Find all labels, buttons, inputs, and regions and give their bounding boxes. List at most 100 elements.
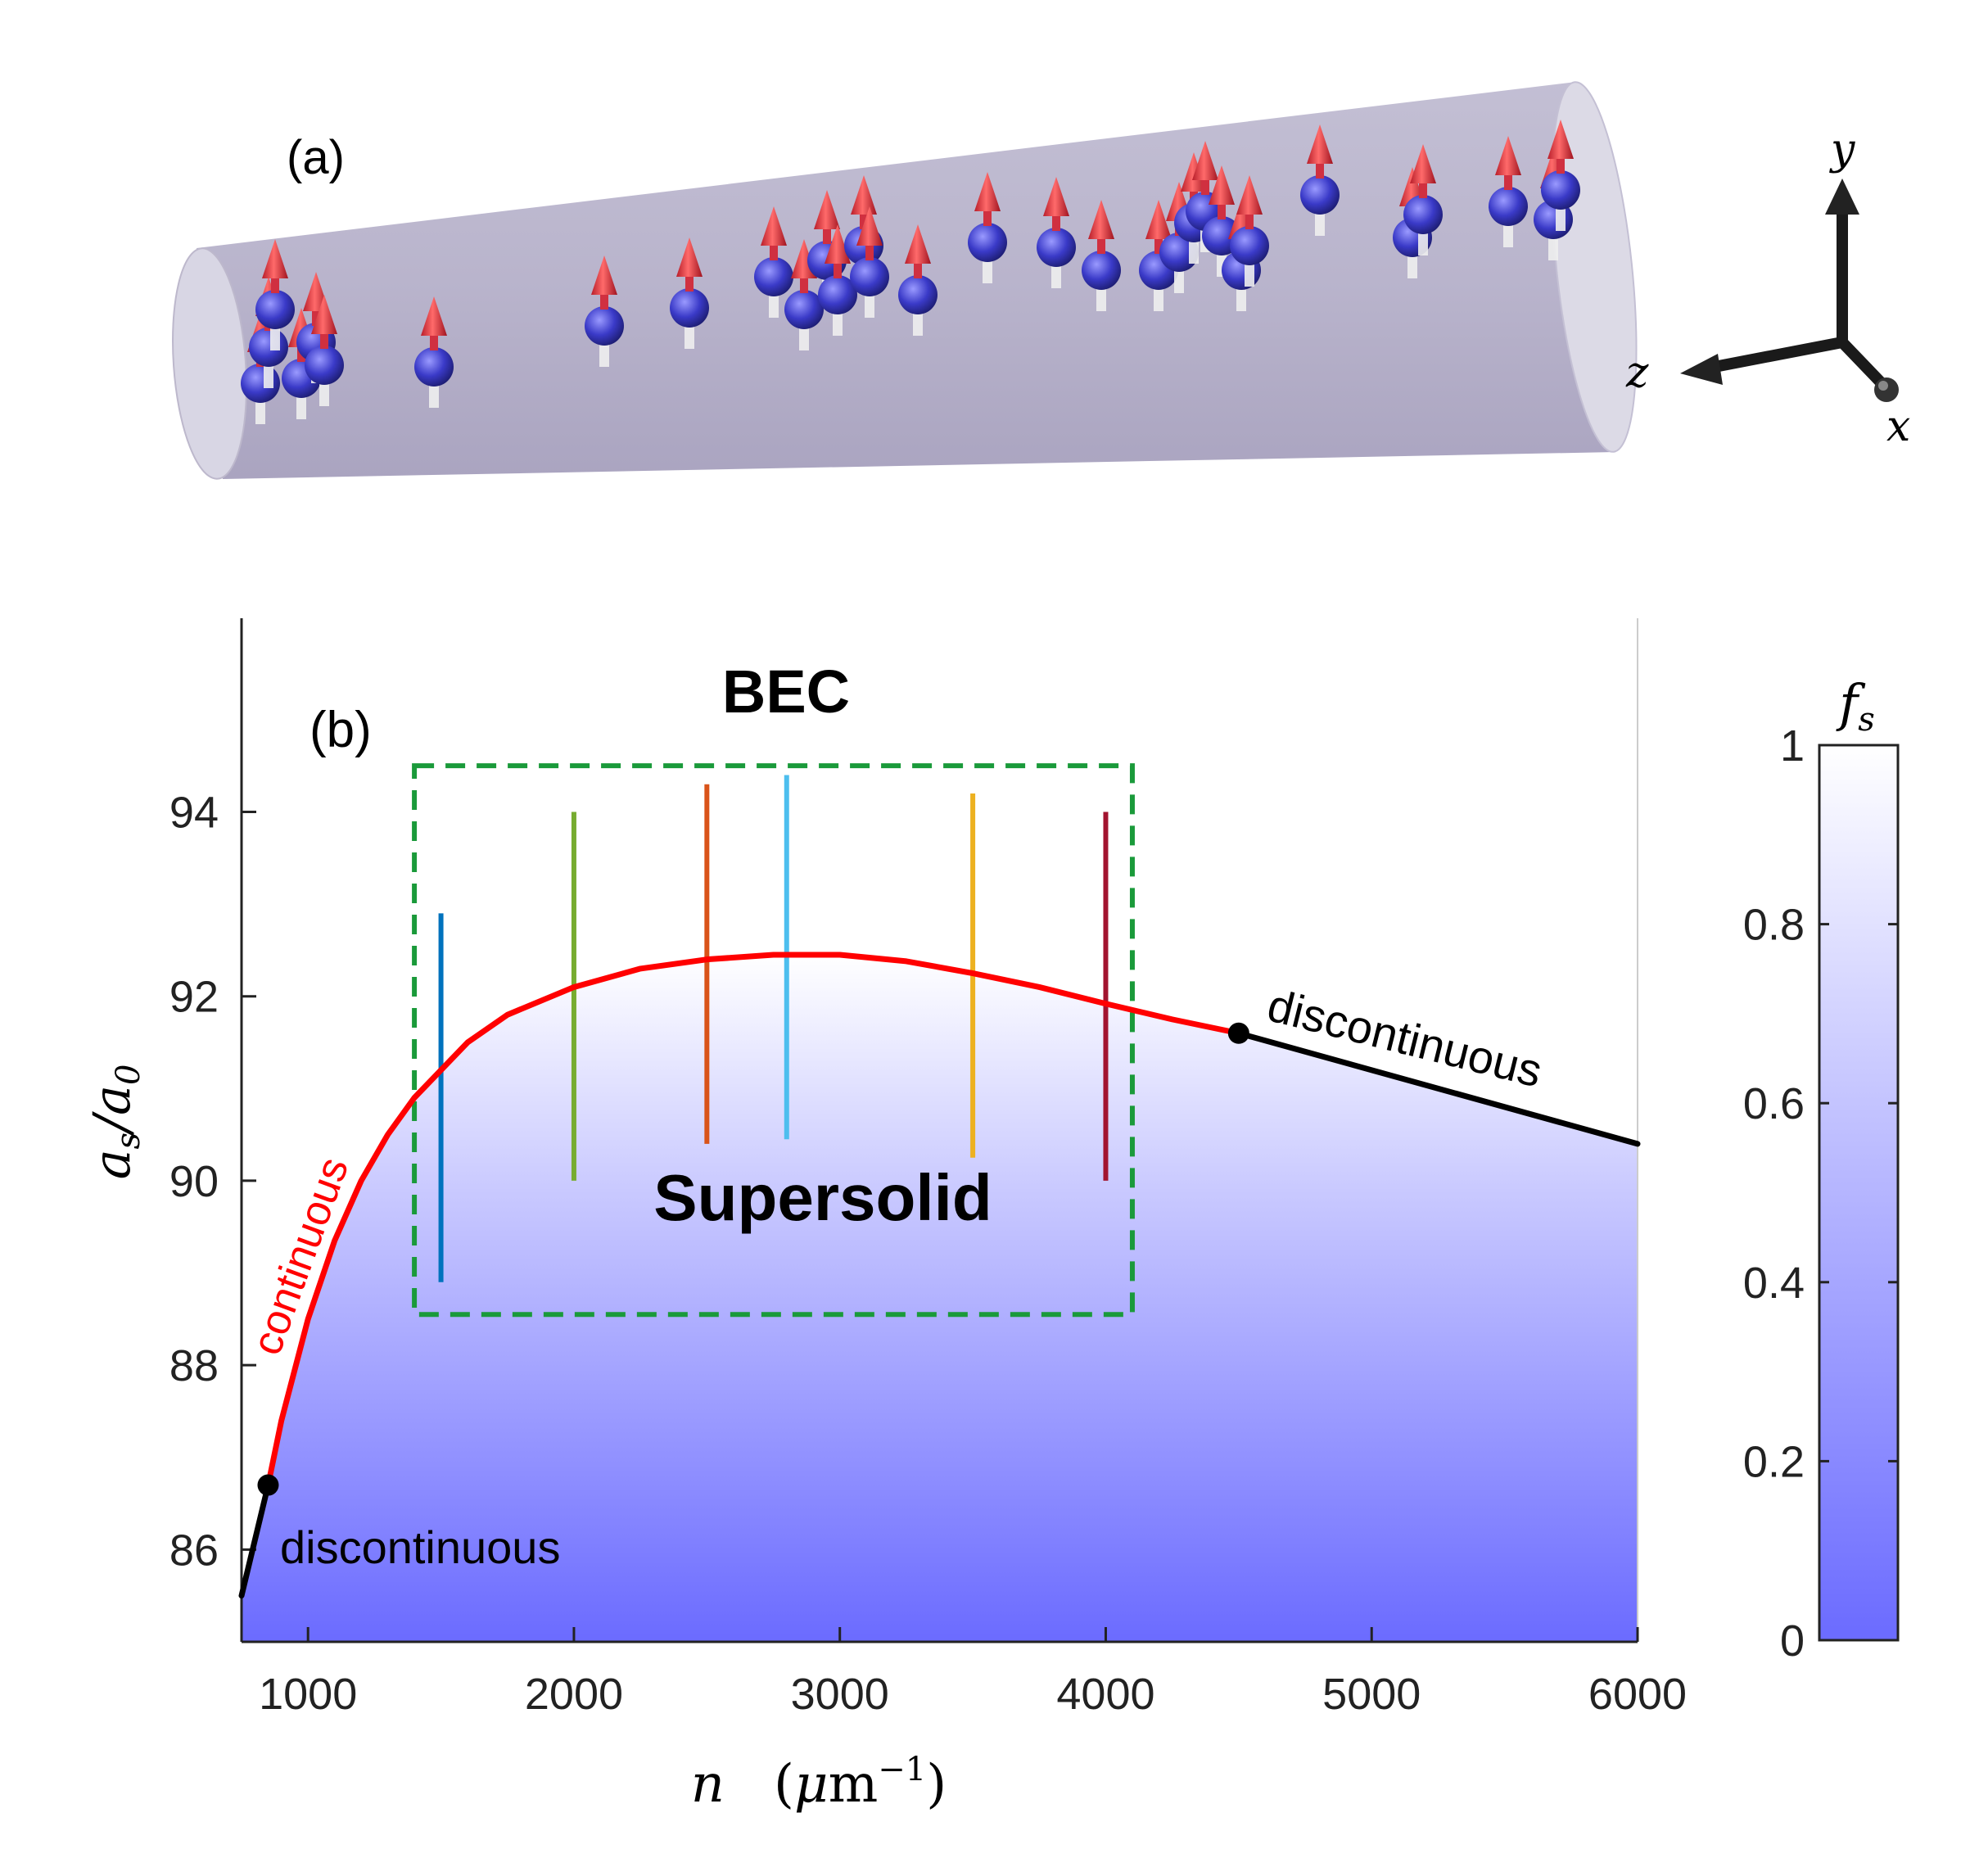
dipole-arrow [1307, 124, 1333, 164]
dipole-stem [1316, 160, 1324, 179]
atom-sphere [1082, 251, 1121, 290]
atom-tail [1556, 205, 1566, 231]
colorbar-tick-label: 0.8 [1743, 901, 1805, 950]
dipole-arrow [1495, 136, 1521, 175]
dipole-arrow [1209, 165, 1235, 205]
atom-sphere [414, 347, 454, 387]
atom-tail [1315, 210, 1325, 236]
dipole-arrow [591, 255, 617, 295]
atom-sphere [818, 275, 857, 314]
dipole-arrow [1236, 175, 1263, 215]
atom-sphere [249, 328, 288, 367]
atom-sphere [585, 306, 624, 346]
dipole-stem [1154, 236, 1163, 254]
dipole-stem [800, 275, 808, 293]
atom-sphere [1230, 226, 1269, 265]
y-tick-label: 86 [169, 1526, 219, 1575]
dipole-arrow [974, 172, 1001, 211]
atom-sphere [1489, 187, 1528, 226]
atom-tail [1189, 237, 1199, 264]
axis-label-y: y [1829, 125, 1855, 174]
x-tick-label: 3000 [791, 1670, 889, 1719]
dipole-stem [770, 242, 778, 260]
dipole-stem [1504, 172, 1512, 190]
y-tick-label: 92 [169, 973, 219, 1022]
atom-tail [983, 257, 992, 283]
dipole-stem [983, 208, 992, 226]
atom-6 [305, 295, 344, 406]
atom-sphere [1300, 175, 1340, 215]
atom-13 [818, 224, 857, 336]
dipole-arrow [1043, 177, 1069, 216]
atom-sphere [670, 288, 709, 328]
discontinuous-line-high [1236, 1030, 1641, 1147]
discontinuous-low-label: discontinuous [280, 1521, 560, 1573]
colorbar-tick-label: 0 [1780, 1616, 1805, 1666]
atom-3 [255, 239, 295, 350]
dipole-stem [1218, 201, 1226, 219]
atom-tail [296, 393, 306, 419]
supersolid-label: Supersolid [653, 1161, 992, 1234]
dipole-stem [685, 274, 694, 292]
y-tick-label: 88 [169, 1341, 219, 1390]
x-tick-label: 5000 [1322, 1670, 1421, 1719]
y-ticks: 86 88 90 92 94 [169, 788, 256, 1575]
atom-17 [968, 172, 1007, 283]
cylinder-with-dipole-atoms-icon [172, 81, 1638, 480]
dipole-stem [1245, 211, 1254, 229]
dipole-arrow [905, 224, 931, 264]
atom-sphere [968, 223, 1007, 262]
atom-tail [1407, 252, 1417, 278]
axes-frame [240, 618, 1638, 1643]
y-axis-label: as/a0 [82, 1065, 147, 1180]
dipole-arrow [856, 206, 883, 246]
atom-29 [1403, 144, 1443, 255]
dipole-arrow [1192, 141, 1218, 180]
atom-sphere [305, 346, 344, 385]
atom-8 [585, 255, 624, 367]
atom-tail [1096, 285, 1106, 311]
atom-30 [1489, 136, 1528, 247]
phase-boundary-lines [238, 952, 1641, 1599]
dipole-arrow [825, 224, 851, 264]
axis-label-z: z [1625, 348, 1649, 397]
dipole-stem [860, 211, 868, 229]
dipole-stem [312, 308, 320, 326]
continuous-line [264, 952, 1242, 1489]
atom-19 [1082, 200, 1121, 311]
dipole-stem [914, 260, 922, 278]
atom-27 [1300, 124, 1340, 236]
colorbar-label: fs [1836, 673, 1874, 739]
atom-tail [264, 362, 273, 388]
colorbar-ticks: 0 0.2 0.4 0.6 0.8 1 [1743, 721, 1898, 1666]
atom-tail [270, 324, 280, 350]
dipole-stem [823, 226, 831, 244]
bec-label: BEC [722, 658, 850, 726]
dipole-stem [1557, 156, 1565, 174]
dipole-arrow [1145, 200, 1172, 239]
panel-a-label: (a) [287, 131, 345, 184]
dipole-stem [1419, 180, 1427, 198]
endpoint-2 [1227, 1022, 1249, 1044]
supersolid-dashed-box [412, 763, 1135, 1318]
y-tick-label: 90 [169, 1157, 219, 1206]
atom-tail [1236, 285, 1246, 311]
colorbar-tick-label: 0.2 [1743, 1437, 1805, 1486]
dipole-stem [430, 332, 438, 350]
atom-tail [913, 310, 923, 336]
dipole-arrow [262, 239, 288, 278]
atom-7 [414, 296, 454, 408]
atom-sphere [850, 257, 889, 296]
atom-sphere [784, 290, 824, 329]
y-tick-label: 94 [169, 788, 219, 837]
atom-tail [1503, 221, 1513, 247]
dipole-stem [600, 292, 608, 310]
dipole-stem [1052, 213, 1060, 231]
dipole-arrow [421, 296, 447, 336]
atom-15 [850, 206, 889, 318]
atom-16 [898, 224, 938, 336]
dipole-arrow [1088, 200, 1114, 239]
atom-tail [1245, 260, 1254, 287]
x-tick-label: 1000 [259, 1670, 357, 1719]
